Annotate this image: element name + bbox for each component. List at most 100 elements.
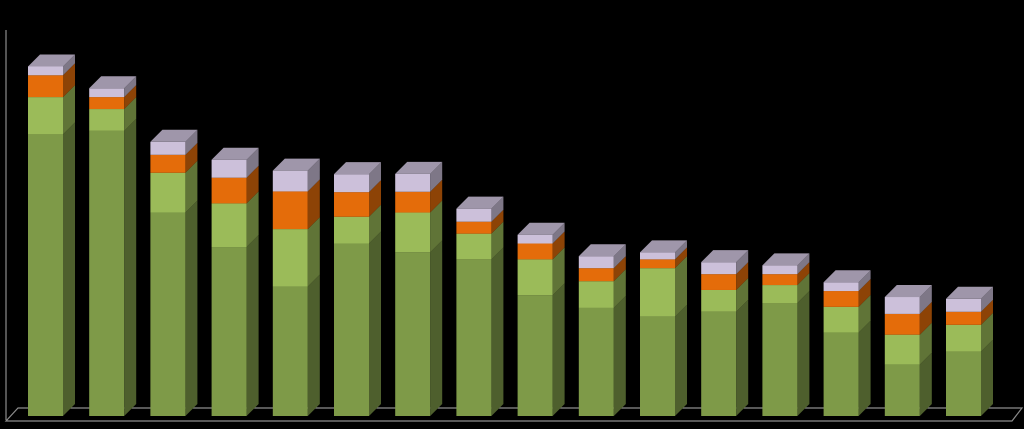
- bar-8-segment-1-side: [491, 247, 504, 416]
- bar-11: [640, 240, 687, 416]
- bar-8: [456, 196, 504, 416]
- bar-5-segment-2-side: [307, 217, 320, 287]
- bar-10-top: [578, 244, 626, 257]
- bar-12-top: [701, 250, 749, 263]
- bar-2-segment-3-side: [124, 85, 137, 110]
- bar-5-segment-2: [272, 229, 308, 287]
- bar-7: [395, 161, 443, 416]
- bar-4-segment-3: [211, 177, 247, 204]
- bar-2-segment-2: [89, 109, 125, 131]
- bar-16-segment-1: [946, 351, 981, 416]
- bar-8-segment-4: [456, 208, 492, 222]
- bar-7-segment-2-side: [430, 200, 443, 253]
- bar-10: [578, 244, 626, 416]
- bar-9-segment-4: [517, 234, 553, 244]
- bar-6-segment-3-side: [369, 180, 381, 217]
- bar-10-segment-1: [578, 307, 614, 416]
- bar-16-top: [946, 286, 993, 299]
- bar-8-segment-4-side: [491, 196, 504, 222]
- bar-5-segment-1-side: [307, 274, 320, 416]
- bar-7-segment-4-side: [430, 161, 443, 192]
- bar-8-segment-1: [456, 259, 492, 416]
- bar-13-top: [762, 253, 810, 266]
- bar-15-segment-1: [884, 364, 920, 416]
- bar-2-segment-4: [89, 88, 125, 98]
- bar-14-top: [823, 270, 871, 283]
- bar-7-segment-2: [395, 212, 431, 253]
- bar-13-segment-3: [762, 274, 798, 286]
- bar-7-top: [395, 161, 443, 174]
- bar-15-segment-2-side: [919, 322, 932, 365]
- bar-4-segment-2-side: [246, 191, 259, 248]
- bar-1-segment-2: [28, 97, 63, 135]
- bar-15-segment-3: [884, 313, 920, 335]
- bar-4-segment-2: [211, 203, 247, 248]
- bar-14-segment-4-side: [858, 270, 871, 292]
- bar-9: [517, 222, 565, 416]
- bar-12-segment-4-side: [736, 250, 749, 275]
- bar-13-segment-4-side: [797, 253, 810, 275]
- bar-7-segment-4: [395, 173, 431, 192]
- bar-1-segment-2-side: [63, 85, 75, 135]
- bar-9-segment-2: [517, 259, 553, 296]
- bar-5-segment-3-side: [307, 179, 320, 230]
- bar-16-segment-4-side: [981, 286, 993, 312]
- bar-6-segment-1: [334, 243, 369, 416]
- bar-13-segment-2-side: [797, 273, 810, 304]
- bar-13-segment-1-side: [797, 291, 810, 416]
- bar-11-segment-3: [640, 259, 675, 269]
- bar-8-segment-2: [456, 233, 492, 260]
- bar-6-segment-2-side: [369, 204, 381, 244]
- bar-12-segment-2-side: [736, 277, 749, 312]
- bar-13-segment-3-side: [797, 262, 810, 286]
- bar-1-segment-4-side: [63, 54, 75, 76]
- bar-6-segment-4: [334, 174, 369, 193]
- bar-3-segment-2-side: [185, 160, 198, 213]
- bar-5-segment-1: [272, 286, 308, 416]
- bar-14-segment-2-side: [858, 294, 871, 333]
- bar-4-segment-3-side: [246, 165, 259, 204]
- bar-2-segment-4-side: [124, 76, 137, 98]
- bar-11-segment-4-side: [675, 240, 687, 260]
- bar-6: [334, 162, 381, 416]
- bar-2-segment-1: [89, 130, 125, 416]
- bar-6-segment-2: [334, 216, 369, 244]
- bar-1-segment-3: [28, 75, 63, 98]
- bar-15-segment-4: [884, 297, 920, 314]
- bar-5-segment-4: [272, 170, 308, 192]
- bar-13-segment-4: [762, 265, 798, 275]
- bar-1-top: [28, 54, 75, 67]
- bar-13: [762, 253, 810, 416]
- bar-16-segment-4: [946, 298, 981, 312]
- bar-1-segment-3-side: [63, 63, 75, 98]
- bar-9-segment-1-side: [552, 283, 565, 416]
- bar-9-segment-3: [517, 243, 553, 260]
- axes: [4, 30, 1024, 422]
- bar-15-top: [884, 285, 932, 298]
- bar-14: [823, 270, 871, 416]
- bar-2-segment-1-side: [124, 118, 137, 416]
- bar-13-segment-2: [762, 285, 798, 304]
- bar-1: [28, 54, 75, 417]
- bar-9-top: [517, 222, 565, 235]
- bar-7-segment-1: [395, 252, 431, 416]
- bar-14-segment-2: [823, 306, 859, 333]
- bar-4-segment-4: [211, 159, 247, 178]
- bar-12-segment-4: [701, 262, 737, 275]
- bar-6-top: [334, 162, 381, 175]
- bar-1-segment-1: [28, 134, 63, 416]
- bar-8-top: [456, 196, 504, 209]
- bar-12-segment-3-side: [736, 262, 749, 290]
- bar-12-segment-3: [701, 274, 737, 290]
- bars: [28, 54, 993, 417]
- bar-16-segment-1-side: [981, 339, 993, 416]
- bar-12-segment-1-side: [736, 299, 749, 416]
- bar-3-top: [150, 129, 198, 142]
- bar-11-segment-1: [640, 316, 675, 416]
- bar-12-segment-1: [701, 311, 737, 416]
- bar-10-segment-1-side: [613, 295, 626, 416]
- bar-2-segment-3: [89, 97, 125, 110]
- bar-14-segment-1: [823, 332, 859, 416]
- bar-9-segment-4-side: [552, 222, 565, 244]
